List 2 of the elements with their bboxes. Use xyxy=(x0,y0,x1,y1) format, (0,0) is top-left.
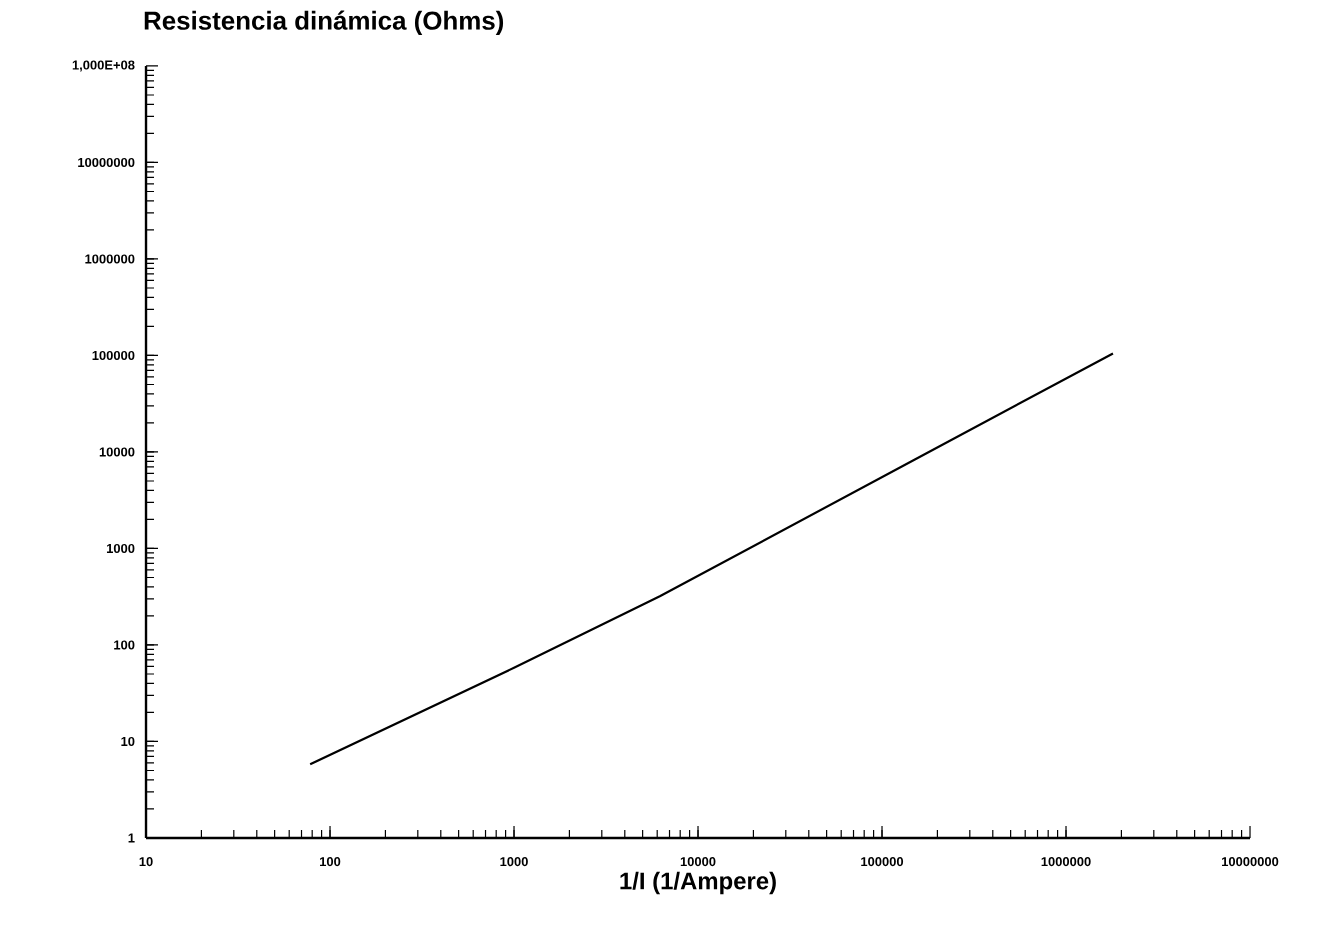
chart-title: Resistencia dinámica (Ohms) xyxy=(144,10,504,35)
x-axis-title: 1/I (1/Ampere) xyxy=(620,871,776,895)
